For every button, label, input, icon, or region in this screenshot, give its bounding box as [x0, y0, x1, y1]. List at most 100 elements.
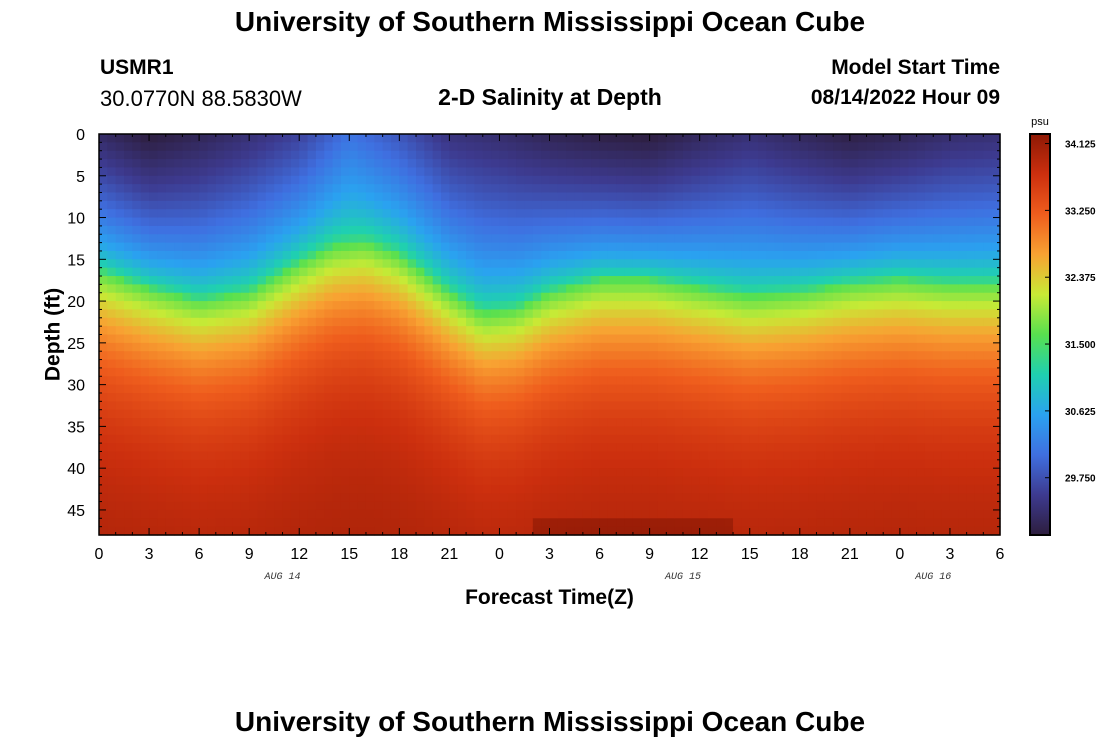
heatmap-cell — [607, 209, 617, 219]
heatmap-cell — [115, 351, 125, 361]
heatmap-cell — [432, 459, 442, 469]
heatmap-cell — [833, 401, 843, 411]
heatmap-cell — [466, 217, 476, 227]
heatmap-cell — [482, 459, 492, 469]
heatmap-cell — [174, 409, 184, 419]
heatmap-cell — [691, 217, 701, 227]
heatmap-cell — [749, 167, 759, 177]
heatmap-cell — [607, 384, 617, 394]
heatmap-cell — [499, 334, 509, 344]
heatmap-cell — [549, 292, 559, 302]
heatmap-cell — [833, 493, 843, 503]
heatmap-cell — [599, 501, 609, 511]
heatmap-cell — [783, 250, 793, 260]
heatmap-cell — [274, 476, 284, 486]
heatmap-cell — [616, 493, 626, 503]
heatmap-cell — [416, 217, 425, 227]
heatmap-cell — [299, 468, 309, 478]
heatmap-cell — [607, 526, 617, 536]
heatmap-cell — [441, 192, 450, 202]
heatmap-cell — [491, 326, 501, 336]
heatmap-cell — [616, 359, 626, 369]
heatmap-cell — [374, 225, 384, 235]
heatmap-cell — [924, 409, 934, 419]
heatmap-cell — [232, 426, 242, 436]
heatmap-cell — [399, 184, 409, 194]
heatmap-cell — [482, 376, 492, 386]
heatmap-cell — [290, 217, 300, 227]
heatmap-cell — [641, 250, 651, 260]
heatmap-cell — [949, 209, 959, 219]
heatmap-cell — [799, 518, 809, 528]
heatmap-cell — [649, 317, 659, 327]
heatmap-cell — [524, 276, 534, 285]
heatmap-cell — [240, 242, 250, 252]
heatmap-cell — [791, 367, 801, 377]
heatmap-cell — [541, 217, 551, 227]
heatmap-cell — [724, 250, 734, 260]
heatmap-cell — [574, 509, 584, 519]
heatmap-cell — [541, 150, 551, 160]
heatmap-cell — [516, 209, 526, 219]
heatmap-cell — [916, 409, 926, 419]
heatmap-cell — [199, 250, 209, 260]
heatmap-cell — [607, 276, 617, 285]
heatmap-cell — [190, 250, 200, 260]
heatmap-cell — [249, 392, 259, 402]
heatmap-cell — [224, 209, 234, 219]
heatmap-cell — [207, 209, 217, 219]
heatmap-cell — [324, 351, 334, 361]
heatmap-cell — [215, 526, 225, 536]
heatmap-cell — [340, 443, 350, 453]
heatmap-cell — [290, 159, 300, 169]
heatmap-cell — [232, 292, 242, 302]
heatmap-cell — [507, 476, 517, 486]
heatmap-cell — [290, 184, 300, 194]
heatmap-cell — [632, 501, 642, 511]
heatmap-cell — [507, 418, 517, 427]
heatmap-cell — [349, 342, 359, 352]
heatmap-cell — [124, 401, 133, 411]
heatmap-cell — [190, 476, 200, 486]
heatmap-cell — [207, 476, 217, 486]
heatmap-cell — [674, 234, 684, 244]
heatmap-cell — [783, 284, 793, 294]
heatmap-cell — [199, 259, 209, 269]
heatmap-cell — [449, 150, 459, 160]
heatmap-cell — [874, 267, 884, 277]
heatmap-cell — [182, 217, 192, 227]
heatmap-cell — [474, 459, 484, 469]
heatmap-cell — [908, 501, 918, 511]
heatmap-cell — [140, 309, 150, 319]
heatmap-cell — [524, 209, 534, 219]
heatmap-cell — [758, 384, 767, 394]
heatmap-cell — [315, 493, 325, 503]
heatmap-cell — [365, 217, 375, 227]
heatmap-cell — [749, 443, 759, 453]
heatmap-cell — [115, 242, 125, 252]
heatmap-cell — [824, 234, 834, 244]
heatmap-cell — [491, 301, 501, 311]
heatmap-cell — [215, 409, 225, 419]
heatmap-cell — [557, 159, 567, 169]
heatmap-cell — [474, 526, 484, 536]
heatmap-cell — [340, 493, 350, 503]
heatmap-cell — [224, 526, 234, 536]
heatmap-cell — [507, 276, 517, 285]
heatmap-cell — [908, 242, 918, 252]
heatmap-cell — [407, 301, 417, 311]
heatmap-cell — [140, 326, 150, 336]
heatmap-cell — [507, 175, 517, 185]
heatmap-cell — [816, 392, 826, 402]
heatmap-cell — [541, 434, 551, 444]
heatmap-cell — [566, 184, 576, 194]
heatmap-cell — [357, 334, 367, 344]
heatmap-cell — [816, 301, 826, 311]
heatmap-cell — [899, 334, 909, 344]
heatmap-cell — [99, 267, 108, 277]
heatmap-cell — [340, 159, 350, 169]
heatmap-cell — [507, 334, 517, 344]
heatmap-cell — [140, 134, 150, 143]
heatmap-cell — [357, 276, 367, 285]
heatmap-cell — [182, 292, 192, 302]
